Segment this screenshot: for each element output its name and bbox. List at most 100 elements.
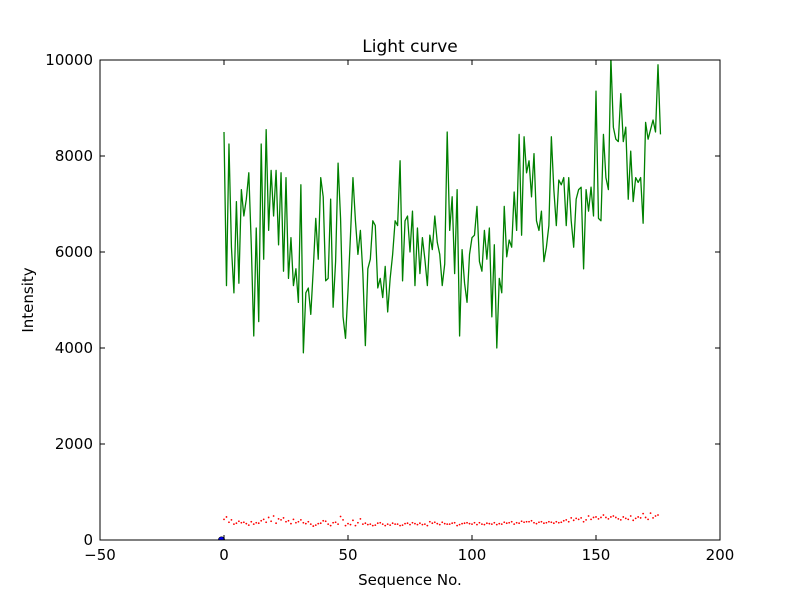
series-point-red [627,518,630,521]
series-point-red [317,522,320,525]
series-point-red [426,524,429,527]
x-tick-label: 200 [706,546,735,564]
y-tick-label: 2000 [55,435,93,453]
series-point-red [565,518,568,521]
series-point-red [458,523,461,526]
series-point-red [359,517,362,520]
series-point-red [639,517,642,519]
series-point-red [498,522,501,525]
series-point-red [560,521,563,524]
series-point-red [535,522,538,525]
series-point-red [371,524,374,527]
series-point-red [394,523,397,526]
series-point-red [500,523,503,526]
series-point-red [446,523,449,526]
series-point-red [629,515,632,517]
series-point-red [550,521,553,524]
y-tick-label: 6000 [55,243,93,261]
series-point-red [421,523,424,526]
series-point-red [607,517,610,520]
series-point-red [225,516,228,518]
series-point-red [322,519,325,522]
series-point-red [406,522,409,525]
y-tick-label: 0 [83,531,93,549]
series-point-red [282,517,285,519]
series-point-red [485,522,488,525]
series-point-red [552,522,555,525]
series-point-red [399,524,401,527]
series-point-red [391,522,394,525]
series-point-red [414,522,416,525]
series-point-red [242,521,245,524]
series-point-red [304,522,307,525]
x-tick-label: 0 [219,546,229,564]
series-point-red [570,517,573,519]
series-point-red [624,517,627,520]
series-point-red [374,524,377,527]
series-point-red [252,523,255,526]
series-point-red [329,524,332,527]
series-point-red [505,522,508,525]
series-point-red [436,522,439,525]
series-point-red [295,521,297,524]
series-point-red [443,522,446,525]
series-point-red [605,516,607,519]
series-point-red [280,518,282,521]
series-point-red [481,523,483,526]
x-tick-label: 100 [458,546,487,564]
series-point-red [228,521,230,524]
series-point-red [619,518,622,521]
series-point-red [634,517,637,520]
series-point-red [508,521,511,524]
series-layer [218,60,662,540]
series-point-red [577,518,580,521]
series-point-red [307,520,310,523]
series-point-red [575,517,578,520]
series-point-red [327,523,330,526]
series-point-red [250,520,253,523]
series-point-red [275,522,277,525]
series-point-red [448,523,451,526]
series-line-green [223,60,662,354]
series-point-red [354,524,357,527]
series-point-red [361,523,364,526]
series-point-red [366,523,369,526]
series-point-red [451,522,454,525]
series-point-red [555,520,558,523]
series-point-red [337,523,339,526]
series-point-red [602,514,605,516]
series-point-red [490,523,493,526]
series-point-red [513,523,516,526]
series-point-red [463,522,466,525]
series-point-red [297,520,300,523]
series-point-red [352,519,354,522]
series-point-red [404,522,406,525]
series-point-red [344,524,347,527]
series-point-red [547,520,550,523]
series-point-red [495,523,498,526]
series-point-red [332,521,335,524]
series-point-red [290,522,292,525]
series-point-red [431,522,434,525]
series-point-red [476,523,478,526]
series-point-red [396,523,399,526]
series-point-red [652,517,654,519]
series-point-red [267,516,270,519]
series-point-red [545,521,548,524]
series-point-red [632,519,635,522]
series-point-red [302,521,305,524]
series-point-red [419,522,421,525]
series-point-red [240,521,243,524]
series-point-red [597,517,600,520]
series-point-red [533,521,535,524]
series-point-red [409,523,411,526]
series-point-red [287,519,290,522]
series-point-red [520,520,523,523]
x-tick-label: 50 [338,546,357,564]
series-point-red [247,524,250,527]
series-point-red [587,515,590,517]
series-point-red [423,523,426,526]
series-point-red [438,523,441,526]
series-point-red [265,521,268,524]
